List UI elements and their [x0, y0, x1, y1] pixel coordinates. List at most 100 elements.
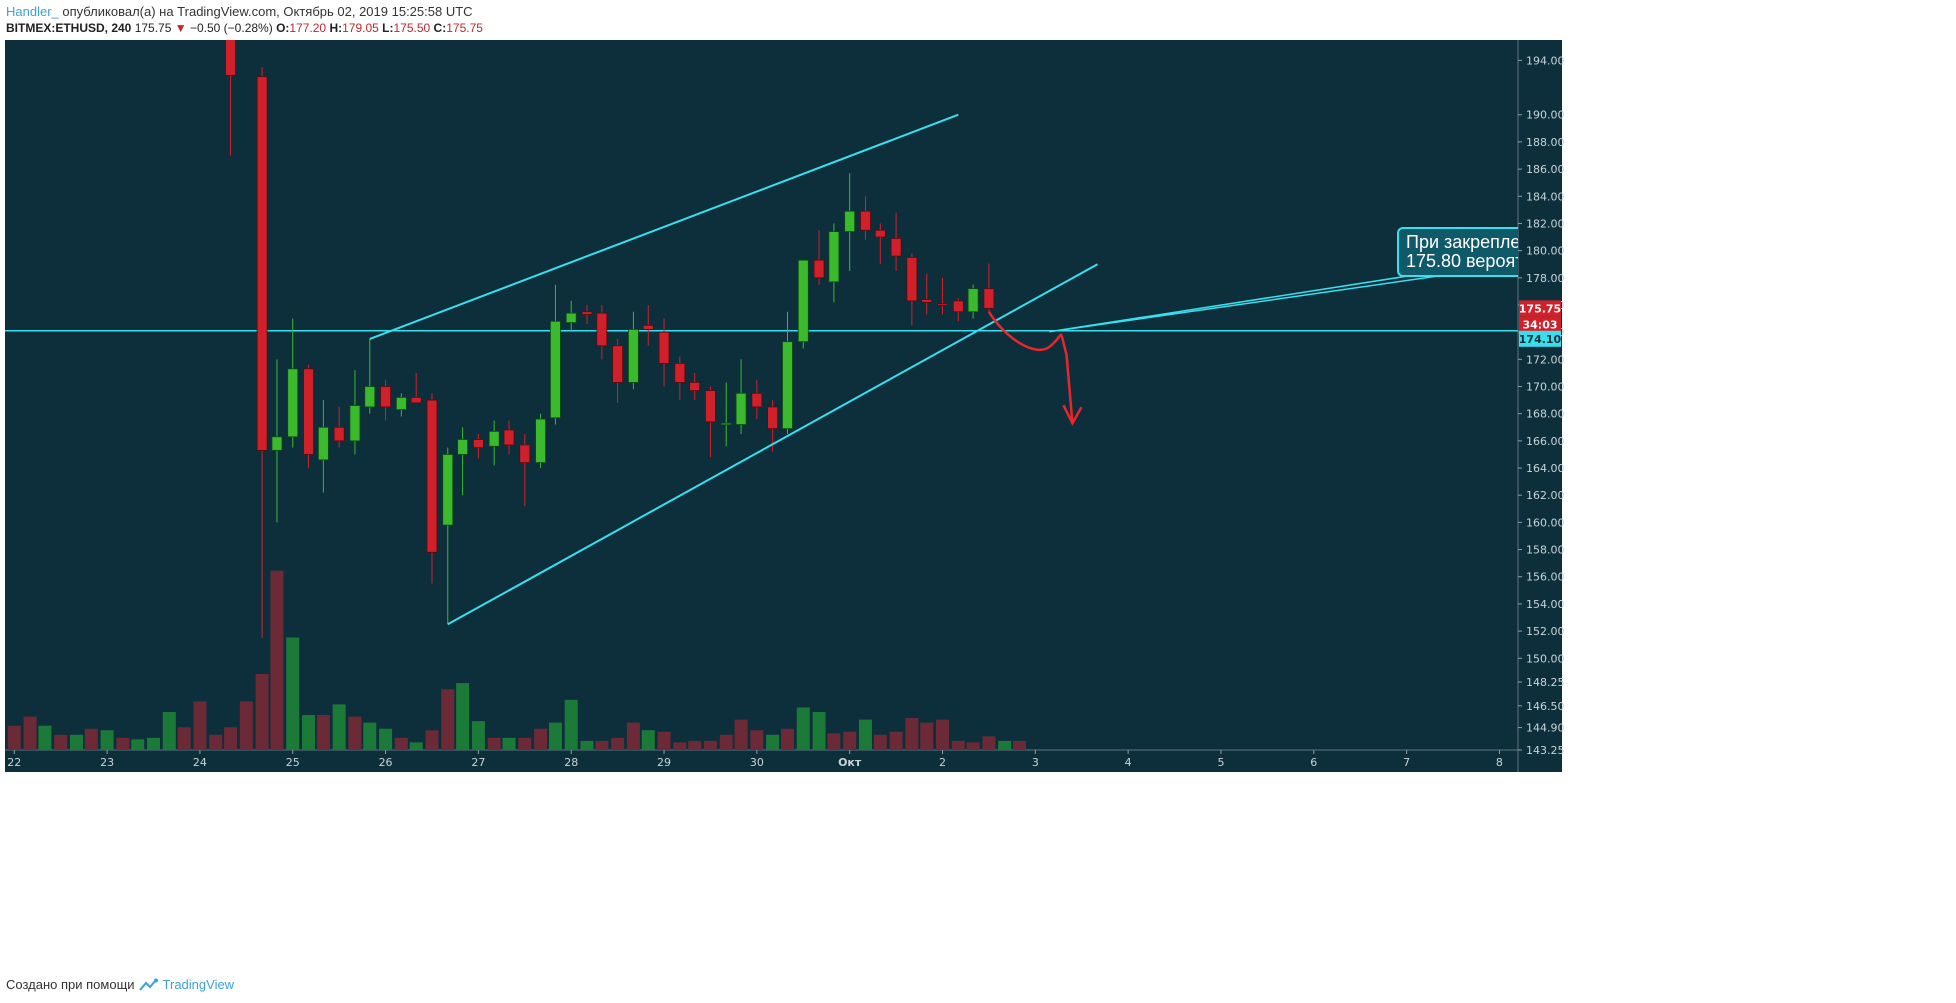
volume-bar [409, 742, 423, 750]
candle-body [225, 40, 236, 76]
volume-bar [54, 734, 68, 750]
volume-bar [812, 712, 826, 750]
countdown-badge-bg [1519, 316, 1561, 333]
brand-label[interactable]: TradingView [162, 977, 235, 992]
volume-bar [363, 722, 377, 750]
volume-bar [766, 734, 780, 750]
volume-bar [177, 727, 191, 750]
y-tick-label: 186.00 [1526, 163, 1565, 176]
x-tick-label: 3 [1032, 756, 1039, 769]
y-tick-label: 182.00 [1526, 217, 1565, 230]
volume-bar [100, 730, 114, 750]
volume-bar [858, 719, 872, 750]
volume-bar [23, 716, 37, 750]
candle-body [767, 406, 779, 430]
candle-body [550, 320, 561, 419]
callout-text: 175.80 вероятно падение [1406, 251, 1619, 271]
y-tick-label: 146.50 [1526, 700, 1565, 713]
change-arrow: ▼ [174, 21, 187, 35]
x-tick-label: 8 [1496, 756, 1503, 769]
volume-bar [441, 689, 455, 750]
volume-bar [239, 701, 253, 750]
volume-bar [348, 716, 362, 750]
volume-bar [534, 728, 548, 750]
made-with-text: Создано при помощи [6, 977, 135, 992]
volume-bar [580, 740, 594, 750]
candle-body [689, 382, 701, 391]
x-tick-label: 25 [286, 756, 300, 769]
volume-bar [966, 742, 980, 750]
candle-body [674, 363, 686, 383]
volume-bar [780, 728, 794, 750]
candle-body [844, 210, 856, 232]
y-tick-label: 194.00 [1526, 54, 1565, 67]
volume-bar [595, 740, 609, 750]
volume-bar [719, 734, 733, 750]
candle-body [349, 405, 361, 442]
close-label: C: [433, 21, 447, 35]
y-tick-label: 162.00 [1526, 489, 1565, 502]
high-value: 179.05 [342, 21, 379, 35]
callout-text: При закреплении под [1406, 232, 1586, 252]
symbol-ohlc-bar: BITMEX:ETHUSD, 240 175.75 ▼ −0.50 (−0.28… [6, 21, 483, 35]
low-label: L: [382, 21, 394, 35]
publish-info: Handler_ опубликовал(а) на TradingView.c… [6, 4, 473, 19]
candle-body [442, 454, 454, 526]
last-price: 175.75 [134, 21, 172, 35]
candle-body [565, 312, 577, 324]
author-link[interactable]: Handler_ [6, 4, 59, 19]
volume-bar [611, 737, 625, 750]
volume-bar [889, 731, 903, 750]
volume-bar [734, 719, 748, 750]
volume-bar [657, 731, 671, 750]
candle-body [457, 439, 469, 455]
x-tick-label: 4 [1125, 756, 1132, 769]
volume-bar [270, 570, 284, 750]
candle-body [333, 426, 345, 442]
high-label: H: [329, 21, 343, 35]
candle-body [828, 231, 840, 283]
y-tick-label: 144.90 [1526, 722, 1565, 735]
published-text: опубликовал(а) на TradingView.com, Октяб… [62, 4, 473, 19]
candlestick-chart[interactable]: 194.00 190.00 188.00 186.00 184.00 182.00 180.… [0, 40, 1956, 970]
candle-body [612, 345, 624, 383]
y-tick-label: 156.00 [1526, 571, 1565, 584]
y-tick-label: 148.25 [1526, 676, 1565, 689]
x-tick-label: 29 [657, 756, 671, 769]
candle-body [658, 331, 670, 364]
volume-bar [1013, 740, 1027, 750]
volume-bar [982, 736, 996, 750]
x-tick-label: 7 [1403, 756, 1410, 769]
volume-bar [688, 740, 702, 750]
volume-bar [518, 737, 532, 750]
volume-bar [147, 737, 161, 750]
tradingview-brand[interactable]: TradingView [138, 977, 235, 992]
volume-bar [224, 727, 238, 750]
candle-body [642, 324, 654, 330]
last-price-badge-bg [1519, 300, 1561, 317]
volume-bar [827, 733, 841, 750]
candle-body [380, 386, 391, 408]
volume-bar [502, 737, 516, 750]
y-tick-label: 152.00 [1526, 625, 1565, 638]
arrow-head-icon [1062, 404, 1083, 426]
y-tick-label: 154.00 [1526, 598, 1565, 611]
callout-box [1397, 227, 1518, 277]
candle-body [967, 288, 979, 313]
volume-bar [316, 715, 330, 750]
candle-body [782, 341, 793, 430]
volume-bar [564, 699, 578, 750]
candle-body [735, 392, 747, 425]
x-tick-label: 23 [100, 756, 114, 769]
volume-bar [905, 718, 919, 750]
x-tick-label: 5 [1217, 756, 1224, 769]
volume-bar [131, 739, 145, 750]
countdown-badge: 34:03 [1522, 318, 1557, 331]
candle-body [519, 444, 531, 464]
candle-body [937, 303, 948, 306]
volume-bar [626, 722, 640, 750]
y-tick-label: 143.25 [1526, 744, 1565, 757]
candle-body [581, 311, 593, 315]
volume-bar [873, 734, 887, 750]
